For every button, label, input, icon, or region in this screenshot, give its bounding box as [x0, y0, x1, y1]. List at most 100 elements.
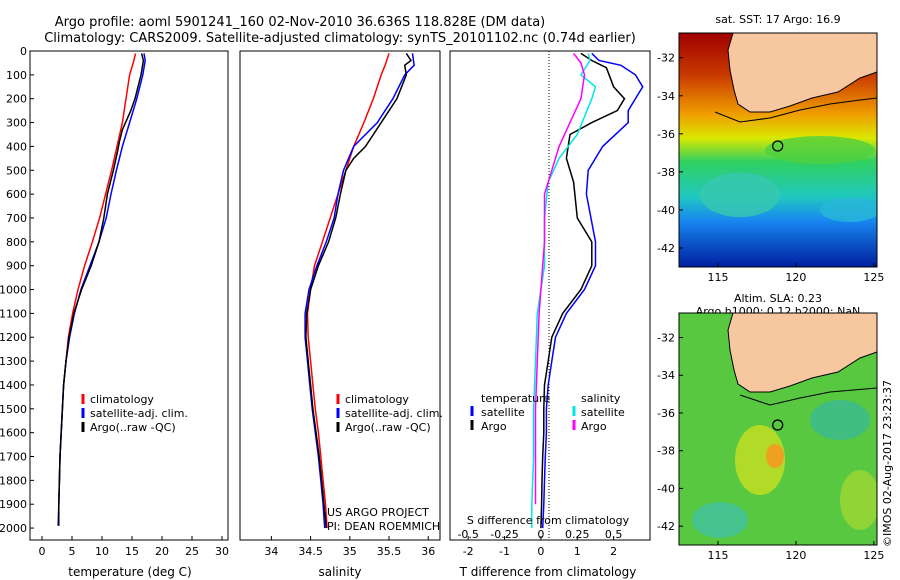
land-australia: [727, 33, 877, 113]
land-australia: [727, 313, 877, 393]
x-tick-label: 10: [95, 545, 109, 558]
x-tick-label: -2: [463, 545, 474, 558]
y-tick-label: 1800: [0, 474, 27, 487]
argo-position-marker: [772, 140, 784, 152]
series-line-argo-raw-qc-: [57, 53, 145, 526]
map-x-tick-label: 120: [785, 271, 806, 284]
map-y-tick-label: -42: [657, 242, 675, 255]
x-tick-label: 30: [215, 545, 229, 558]
legend-label-argo: Argo(..raw -QC): [345, 421, 431, 434]
y-tick-label: 700: [6, 212, 27, 225]
map-y-tick-label: -42: [657, 520, 675, 533]
x-tick-label: 5: [69, 545, 76, 558]
salinity-legend: climatology satellite-adj. clim. Argo(..…: [336, 393, 443, 434]
difference-panel: -2 -1 0 1 2 -0.5 -0.25 0 0.25 0.5 S difference fr…: [449, 50, 651, 579]
legend-label-satellite: satellite-adj. clim.: [90, 407, 188, 420]
sst-map-frame: [678, 32, 878, 268]
map-y-tick-label: -32: [657, 52, 675, 65]
series-line-argo: [534, 52, 586, 505]
legend-header-temperature: temperature: [481, 392, 550, 405]
temperature-axes-box: [29, 50, 229, 541]
salinity-panel: 34 34.5 35 35.5 36 salinity climatology sate…: [239, 50, 443, 579]
x-tick-label: 36: [421, 545, 435, 558]
map-y-tick-label: -38: [657, 445, 675, 458]
s-tick-label: 0.25: [565, 528, 590, 541]
y-tick-label: 900: [6, 260, 27, 273]
imos-timestamp: ©IMOS 02-Aug-2017 23:23:37: [881, 380, 894, 547]
map-y-tick-label: -34: [657, 90, 675, 103]
map-x-tick-label: 115: [707, 549, 728, 562]
x-tick-label: 0: [39, 545, 46, 558]
y-tick-label: 1300: [0, 355, 27, 368]
map-x-tick-label: 125: [863, 549, 884, 562]
temperature-xlabel: temperature (deg C): [68, 565, 191, 579]
temperature-panel: 0 5 10 15 20 25 300100200300400500600700800900…: [0, 45, 229, 579]
x-tick-label: 20: [155, 545, 169, 558]
map-x-tick-label: 115: [707, 271, 728, 284]
legend-label-climatology: climatology: [90, 393, 154, 406]
salinity-axes-box: [239, 50, 441, 541]
y-tick-label: 2000: [0, 522, 27, 535]
x-tick-label: 35: [343, 545, 357, 558]
x-tick-label: 1: [574, 545, 581, 558]
legend-label-satellite: satellite-adj. clim.: [345, 407, 443, 420]
s-difference-label: S difference from climatology: [467, 514, 630, 527]
map-x-tick-label: 120: [785, 549, 806, 562]
s-tick-label: -0.25: [490, 528, 518, 541]
map-y-tick-label: -40: [657, 204, 675, 217]
y-tick-label: 100: [6, 69, 27, 82]
map-y-tick-label: -38: [657, 166, 675, 179]
shelf-contour: [739, 387, 877, 406]
map-x-tick-label: 125: [863, 271, 884, 284]
x-tick-label: 0: [537, 545, 544, 558]
x-tick-label: -1: [499, 545, 510, 558]
figure-subtitle: Climatology: CARS2009. Satellite-adjuste…: [44, 31, 636, 46]
x-tick-label: 35.5: [377, 545, 402, 558]
sla-map-frame: [678, 312, 878, 546]
legend-label-t-argo: Argo: [481, 420, 507, 433]
argo-position-marker: [772, 419, 784, 431]
x-tick-label: 2: [610, 545, 617, 558]
legend-label-t-satellite: satellite: [481, 406, 525, 419]
y-tick-label: 800: [6, 236, 27, 249]
figure-title: Argo profile: aoml 5901241_160 02-Nov-20…: [55, 15, 546, 30]
map-y-tick-label: -36: [657, 407, 675, 420]
y-tick-label: 600: [6, 188, 27, 201]
y-tick-label: 1000: [0, 284, 27, 297]
series-line-argo: [540, 52, 626, 529]
x-tick-label: 34.5: [298, 545, 323, 558]
y-tick-label: 1700: [0, 451, 27, 464]
legend-label-climatology: climatology: [345, 393, 409, 406]
map-y-tick-label: -34: [657, 369, 675, 382]
y-tick-label: 1900: [0, 498, 27, 511]
temperature-legend: climatology satellite-adj. clim. Argo(..…: [81, 393, 188, 434]
legend-label-s-satellite: satellite: [581, 406, 625, 419]
sla-map: Altim. SLA: 0.23 Argo h1000: 0.12 h2000:…: [657, 292, 884, 562]
project-annotation: US ARGO PROJECT: [327, 506, 429, 519]
series-line-satellite: [541, 52, 644, 529]
y-tick-label: 1500: [0, 403, 27, 416]
t-difference-xlabel: T difference from climatology: [459, 565, 637, 579]
difference-legend: temperature salinity satellite Argo sate…: [470, 392, 625, 433]
y-tick-label: 400: [6, 140, 27, 153]
sla-map-title: Altim. SLA: 0.23: [734, 292, 822, 305]
series-line-satellite-adj-clim-: [304, 53, 415, 529]
s-tick-label: 0: [537, 528, 544, 541]
y-tick-label: 300: [6, 117, 27, 130]
legend-header-salinity: salinity: [581, 392, 621, 405]
sst-map-title: sat. SST: 17 Argo: 16.9: [715, 13, 840, 26]
y-tick-label: 1100: [0, 307, 27, 320]
salinity-xlabel: salinity: [318, 565, 361, 579]
y-tick-label: 0: [20, 45, 27, 58]
y-tick-label: 200: [6, 93, 27, 106]
pi-annotation: PI: DEAN ROEMMICH: [327, 520, 440, 533]
map-y-tick-label: -40: [657, 482, 675, 495]
y-tick-label: 1400: [0, 379, 27, 392]
legend-label-s-argo: Argo: [581, 420, 607, 433]
legend-label-argo: Argo(..raw -QC): [90, 421, 176, 434]
map-y-tick-label: -36: [657, 128, 675, 141]
difference-axes-box: [449, 50, 651, 541]
shelf-contour: [714, 97, 877, 123]
y-tick-label: 500: [6, 164, 27, 177]
